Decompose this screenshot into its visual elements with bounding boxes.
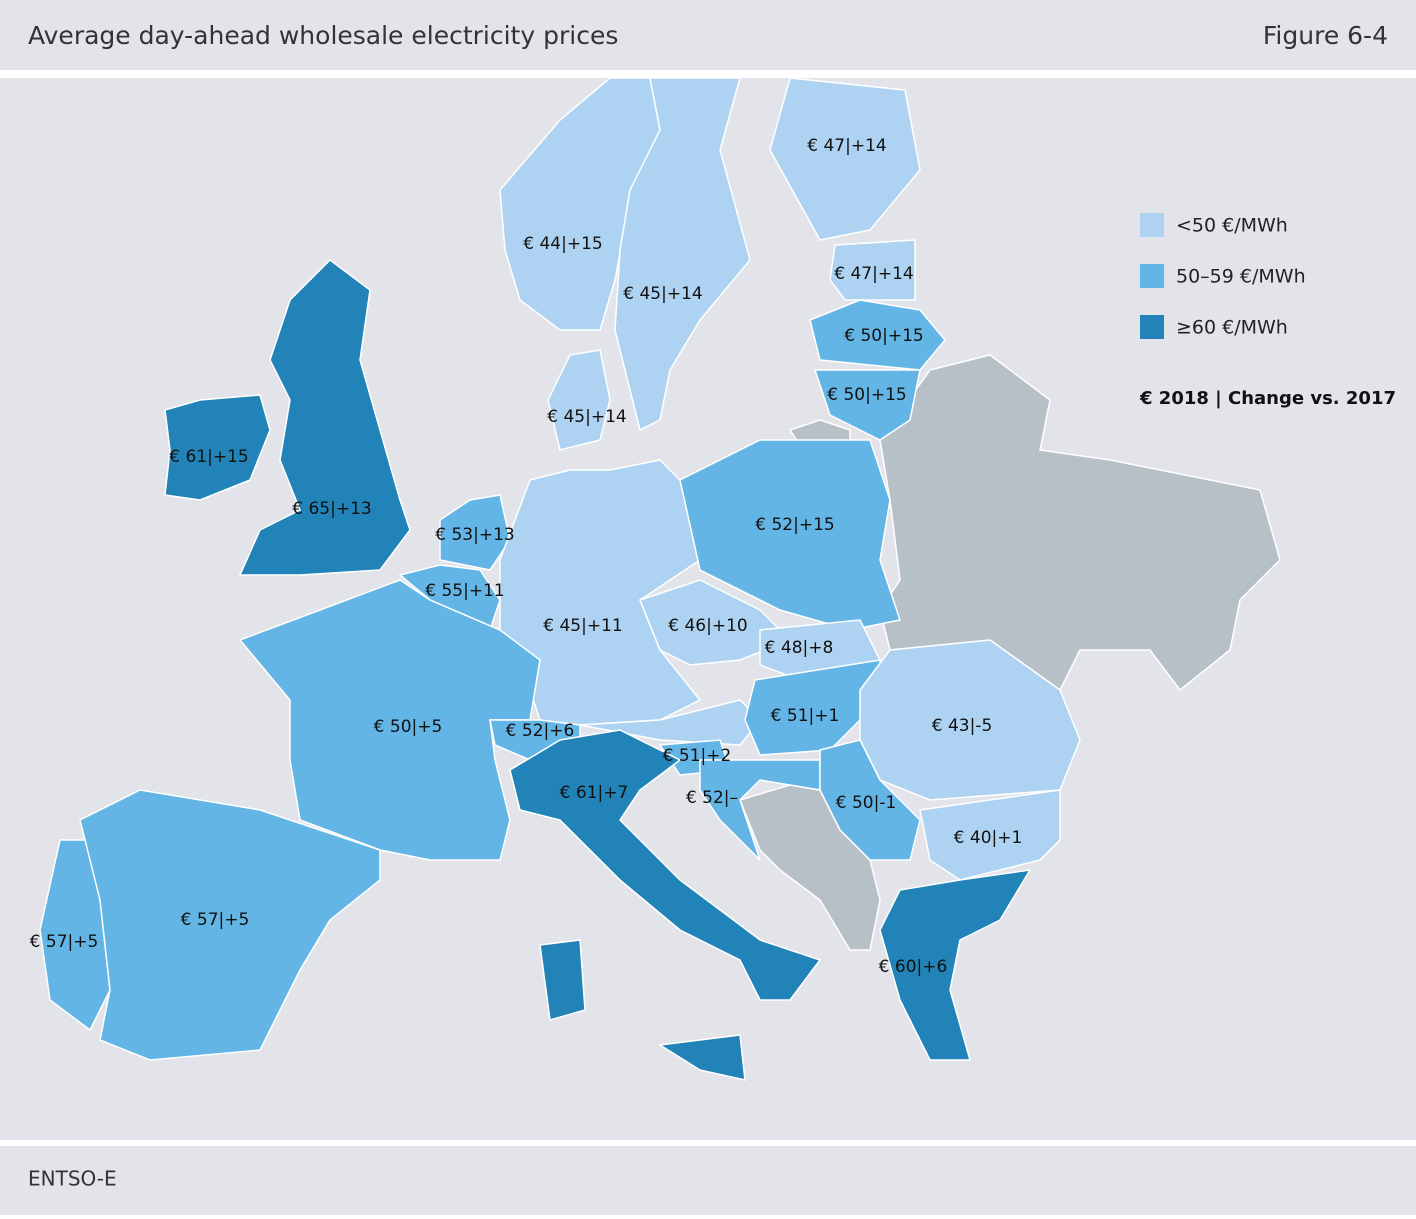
legend-swatch: [1140, 315, 1164, 339]
country-shape: [829, 239, 916, 301]
region-label: € 50|+15: [827, 385, 906, 405]
region-label: € 45|+14: [623, 284, 702, 304]
country-shape: [919, 789, 1061, 881]
country-shape: [509, 729, 822, 1001]
region-label: € 55|+11: [425, 581, 504, 601]
region-label: € 65|+13: [292, 499, 371, 519]
legend-label: ≥60 €/MWh: [1176, 317, 1288, 339]
non-member-countries: [738, 354, 1281, 951]
region-label: € 52|–: [686, 788, 738, 808]
country-shape: [679, 439, 901, 631]
region-label: € 51|+2: [663, 746, 732, 766]
region-label: € 50|-1: [836, 793, 897, 813]
source: ENTSO-E: [28, 1167, 117, 1191]
footer-bar: [0, 1146, 1416, 1215]
region-label: € 61|+7: [560, 783, 629, 803]
country-shape: [813, 369, 921, 441]
region-label: € 47|+14: [807, 136, 886, 156]
region-label: € 43|-5: [932, 716, 993, 736]
region-label: € 40|+1: [954, 828, 1023, 848]
country-shape: [879, 869, 1032, 1061]
country-shape: [164, 394, 271, 501]
region-label: € 44|+15: [523, 234, 602, 254]
region-label: € 60|+6: [879, 957, 948, 977]
region-label: € 52|+15: [755, 515, 834, 535]
country-shape: [819, 739, 921, 861]
country-shape: [699, 759, 821, 861]
legend-note: € 2018 | Change vs. 2017: [1139, 388, 1396, 409]
legend-label: <50 €/MWh: [1176, 215, 1288, 237]
region-label: € 48|+8: [765, 638, 834, 658]
country-shape: [79, 789, 381, 1061]
region-label: € 50|+15: [844, 326, 923, 346]
region-label: € 46|+10: [668, 616, 747, 636]
region-label: € 50|+5: [374, 717, 443, 737]
country-shape: [547, 349, 611, 451]
legend-swatch: [1140, 264, 1164, 288]
region-label: € 57|+5: [181, 910, 250, 930]
region-label: € 61|+15: [169, 447, 248, 467]
region-label: € 52|+6: [506, 721, 575, 741]
country-shape: [809, 299, 946, 371]
region-label: € 47|+14: [834, 264, 913, 284]
region-label: € 57|+5: [30, 932, 99, 952]
country-shape: [657, 1034, 746, 1081]
region-label: € 45|+11: [543, 616, 622, 636]
legend-label: 50–59 €/MWh: [1176, 266, 1306, 288]
header-bar: [0, 0, 1416, 70]
figure-number: Figure 6-4: [1263, 21, 1388, 50]
country-shape: [539, 939, 586, 1021]
legend-swatch: [1140, 213, 1164, 237]
region-label: € 53|+13: [435, 525, 514, 545]
country-shape: [614, 77, 751, 432]
title: Average day-ahead wholesale electricity …: [28, 21, 618, 50]
country-shape: [238, 259, 411, 576]
country-shape: [238, 579, 541, 861]
country-shape: [769, 77, 921, 241]
region-label: € 45|+14: [547, 407, 626, 427]
region-label: € 51|+1: [771, 706, 840, 726]
